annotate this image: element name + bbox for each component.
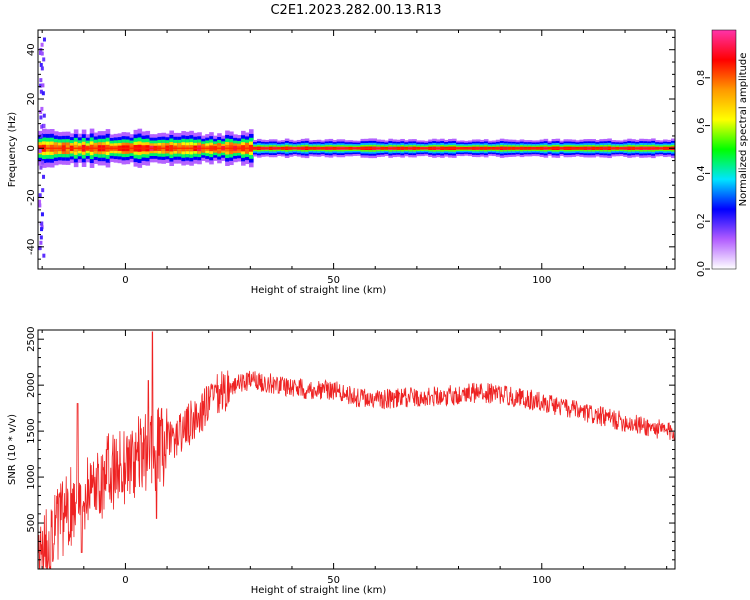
colorbar-tick-label: 0.2 [696,213,707,229]
spectrogram-x-ticks: 0 50 100 [41,30,668,286]
spectrogram-panel: 0 50 100 40 20 0 -20 -40 Height of straight li… [7,29,676,296]
spectrogram-speck [39,62,43,67]
y-tick-label: 40 [26,43,37,56]
spectrogram-speck [42,37,46,42]
snr-x-ticks: 0 50 100 [41,330,668,586]
y-tick-label: -40 [26,239,37,255]
spectrogram-speck [39,165,43,170]
figure-title: C2E1.2023.282.00.13.R13 [270,3,441,18]
spectrogram-speck [38,203,42,208]
spectrogram-speck [40,42,44,47]
spectrogram-speck [39,83,43,88]
x-tick-label: 100 [532,275,551,286]
spectrogram-speck [40,212,44,217]
x-tick-label: 0 [122,575,128,586]
spectrogram-speck [42,113,46,118]
spectrogram-speck [40,134,44,139]
colorbar-tick-label: 0.6 [696,118,707,134]
spectrogram-y-label: Frequency (Hz) [7,112,18,188]
colorbar-frame [711,29,737,270]
spectrogram-speck [38,199,42,204]
spectrogram-speck [39,240,43,245]
y-tick-label: 2000 [26,372,37,397]
spectrogram-speck [42,253,46,258]
spectrogram-speck [41,188,45,193]
colorbar-tick-label: 0.0 [696,261,707,277]
spectrogram-speck [42,57,46,62]
y-tick-label: 20 [26,93,37,106]
spectrogram-speck [42,174,46,179]
spectrogram-speck [40,124,44,129]
spectrogram-x-label: Height of straight line (km) [251,285,387,296]
y-tick-label: 1000 [26,464,37,489]
colorbar-ticks: 0.0 0.2 0.4 0.6 0.8 [696,70,710,277]
spectrogram-speck [39,109,43,114]
colorbar-tick-label: 0.4 [696,165,707,181]
colorbar-gradient [712,30,736,269]
spectrogram-speck [39,235,43,240]
x-tick-label: 0 [122,275,128,286]
spectrogram-speck [42,123,46,128]
colorbar: 0.0 0.2 0.4 0.6 0.8 Normalized spectral ampl… [696,29,749,277]
y-tick-label: 1500 [26,418,37,443]
spectrogram-speck [41,83,45,88]
spectrogram-speck [40,66,44,71]
spectrogram-speck [39,221,43,226]
snr-x-label: Height of straight line (km) [251,585,387,596]
spectrogram-speck [39,115,43,120]
spectrogram-speck [38,193,42,198]
snr-series-line [38,331,675,569]
x-tick-label: 50 [327,575,340,586]
spectrogram-y-ticks: 40 20 0 -20 -40 [26,36,675,260]
y-tick-label: 0 [26,145,37,151]
spectrogram-image [38,37,675,258]
spectrogram-speck [39,78,43,83]
spectrogram-speck [42,130,46,135]
colorbar-label: Normalized spectral amplitude [738,53,749,207]
spectrogram-speck [39,51,43,56]
x-tick-label: 50 [327,275,340,286]
spectrogram-speck [41,160,45,165]
x-tick-label: 100 [532,575,551,586]
spectrogram-speck [39,89,43,94]
spectrogram-speck [41,91,45,96]
snr-panel: 0 50 100 2500 2000 1500 1000 500 Height of str… [7,326,676,596]
y-tick-label: 2500 [26,326,37,351]
spectrogram-frame [37,29,676,270]
y-tick-label: -20 [26,189,37,205]
spectrogram-speck [38,148,42,153]
spectrogram-speck [40,227,44,232]
y-tick-label: 500 [26,513,37,532]
spectrogram-speck [38,246,42,251]
spectrogram-speck [40,106,44,111]
snr-frame [37,329,676,570]
spectrogram-speck [40,51,44,56]
snr-y-label: SNR (10 * v/v) [7,414,18,485]
snr-y-ticks: 2500 2000 1500 1000 500 [26,326,675,570]
colorbar-tick-label: 0.8 [696,70,707,86]
